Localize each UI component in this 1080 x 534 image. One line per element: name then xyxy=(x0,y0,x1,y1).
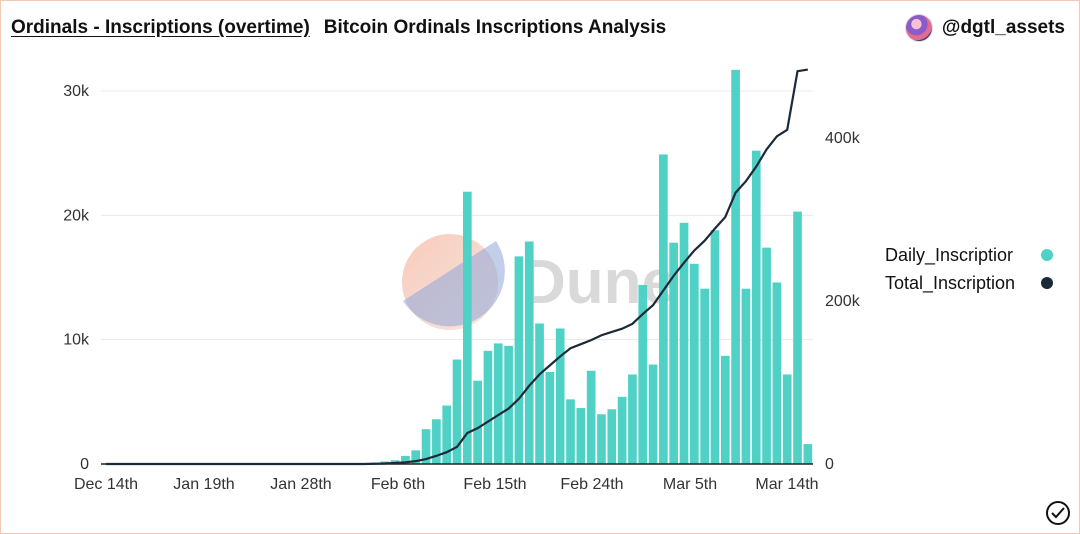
x-tick-label: Jan 19th xyxy=(173,476,234,493)
daily-bar[interactable] xyxy=(597,414,606,464)
legend: Daily_Inscriptior Total_Inscription xyxy=(885,245,1053,294)
daily-bar[interactable] xyxy=(793,211,802,464)
author-link[interactable]: @dgtl_assets xyxy=(904,14,1065,42)
daily-bar[interactable] xyxy=(772,282,782,464)
total-inscriptions-line xyxy=(106,68,809,466)
legend-swatch xyxy=(1041,249,1053,261)
daily-bar[interactable] xyxy=(462,191,472,464)
daily-bar[interactable] xyxy=(401,455,410,464)
daily-bar[interactable] xyxy=(432,419,441,464)
daily-bar[interactable] xyxy=(628,374,637,464)
daily-bar[interactable] xyxy=(493,343,503,464)
daily-bar[interactable] xyxy=(473,380,482,464)
daily-bar[interactable] xyxy=(782,374,792,464)
x-axis: Dec 14th Jan 19th Jan 28th Feb 6th Feb 15th F… xyxy=(74,476,819,493)
daily-bar[interactable] xyxy=(617,396,627,464)
daily-bar[interactable] xyxy=(411,450,421,464)
legend-label[interactable]: Daily_Inscriptior xyxy=(885,245,1013,266)
daily-bar[interactable] xyxy=(452,359,462,464)
daily-bar[interactable] xyxy=(421,429,431,464)
y-right-tick-label: 0 xyxy=(825,456,834,473)
daily-bar[interactable] xyxy=(700,288,709,464)
daily-bar[interactable] xyxy=(607,409,617,464)
legend-swatch xyxy=(1041,277,1053,289)
y-right-tick-label: 200k xyxy=(825,293,861,310)
x-tick-label: Mar 5th xyxy=(663,476,717,493)
daily-bar[interactable] xyxy=(566,399,575,464)
daily-bar[interactable] xyxy=(648,364,658,464)
daily-bar[interactable] xyxy=(659,154,668,464)
check-circle-icon[interactable] xyxy=(1046,501,1070,525)
x-tick-label: Jan 28th xyxy=(270,476,331,493)
dune-watermark: Dune xyxy=(402,234,676,330)
daily-bar[interactable] xyxy=(483,350,493,464)
daily-bars xyxy=(101,69,813,465)
daily-bar[interactable] xyxy=(586,370,596,464)
daily-bar[interactable] xyxy=(442,405,452,464)
y-left-tick-label: 0 xyxy=(80,456,89,473)
watermark-text: Dune xyxy=(521,248,676,317)
chart-title: Bitcoin Ordinals Inscriptions Analysis xyxy=(323,17,667,38)
daily-bar[interactable] xyxy=(751,150,761,464)
y-axis-left: 0 10k 20k 30k xyxy=(63,83,90,473)
daily-bar[interactable] xyxy=(524,241,534,464)
legend-label[interactable]: Total_Inscription xyxy=(885,273,1015,294)
avatar-icon xyxy=(904,14,933,42)
y-left-tick-label: 20k xyxy=(63,207,90,224)
daily-bar[interactable] xyxy=(555,328,565,464)
daily-bar[interactable] xyxy=(731,69,740,465)
daily-bar[interactable] xyxy=(638,284,648,464)
daily-bar[interactable] xyxy=(679,222,689,464)
y-right-tick-label: 400k xyxy=(825,130,861,147)
daily-bar[interactable] xyxy=(504,345,513,464)
daily-bar[interactable] xyxy=(545,371,555,464)
x-tick-label: Dec 14th xyxy=(74,476,138,493)
daily-bar[interactable] xyxy=(576,408,586,464)
author-name: @dgtl_assets xyxy=(941,17,1065,38)
y-left-tick-label: 10k xyxy=(63,332,90,349)
x-tick-label: Feb 24th xyxy=(560,476,623,493)
x-tick-label: Feb 15th xyxy=(463,476,526,493)
daily-bar[interactable] xyxy=(720,355,730,464)
daily-bar[interactable] xyxy=(669,242,679,464)
x-tick-label: Mar 14th xyxy=(755,476,818,493)
chart-header: Ordinals - Inscriptions (overtime) Bitco… xyxy=(11,13,1065,43)
daily-bar[interactable] xyxy=(710,230,720,464)
daily-bar[interactable] xyxy=(535,323,544,465)
x-tick-label: Feb 6th xyxy=(371,476,425,493)
y-left-tick-label: 30k xyxy=(63,83,90,100)
daily-bar[interactable] xyxy=(690,263,699,464)
daily-bar[interactable] xyxy=(762,247,771,464)
query-title-link[interactable]: Ordinals - Inscriptions (overtime) xyxy=(11,17,310,38)
daily-bar[interactable] xyxy=(741,288,751,464)
daily-bar[interactable] xyxy=(514,256,524,464)
daily-bar[interactable] xyxy=(803,444,813,464)
y-axis-right: 0 200k 400k xyxy=(825,130,861,473)
